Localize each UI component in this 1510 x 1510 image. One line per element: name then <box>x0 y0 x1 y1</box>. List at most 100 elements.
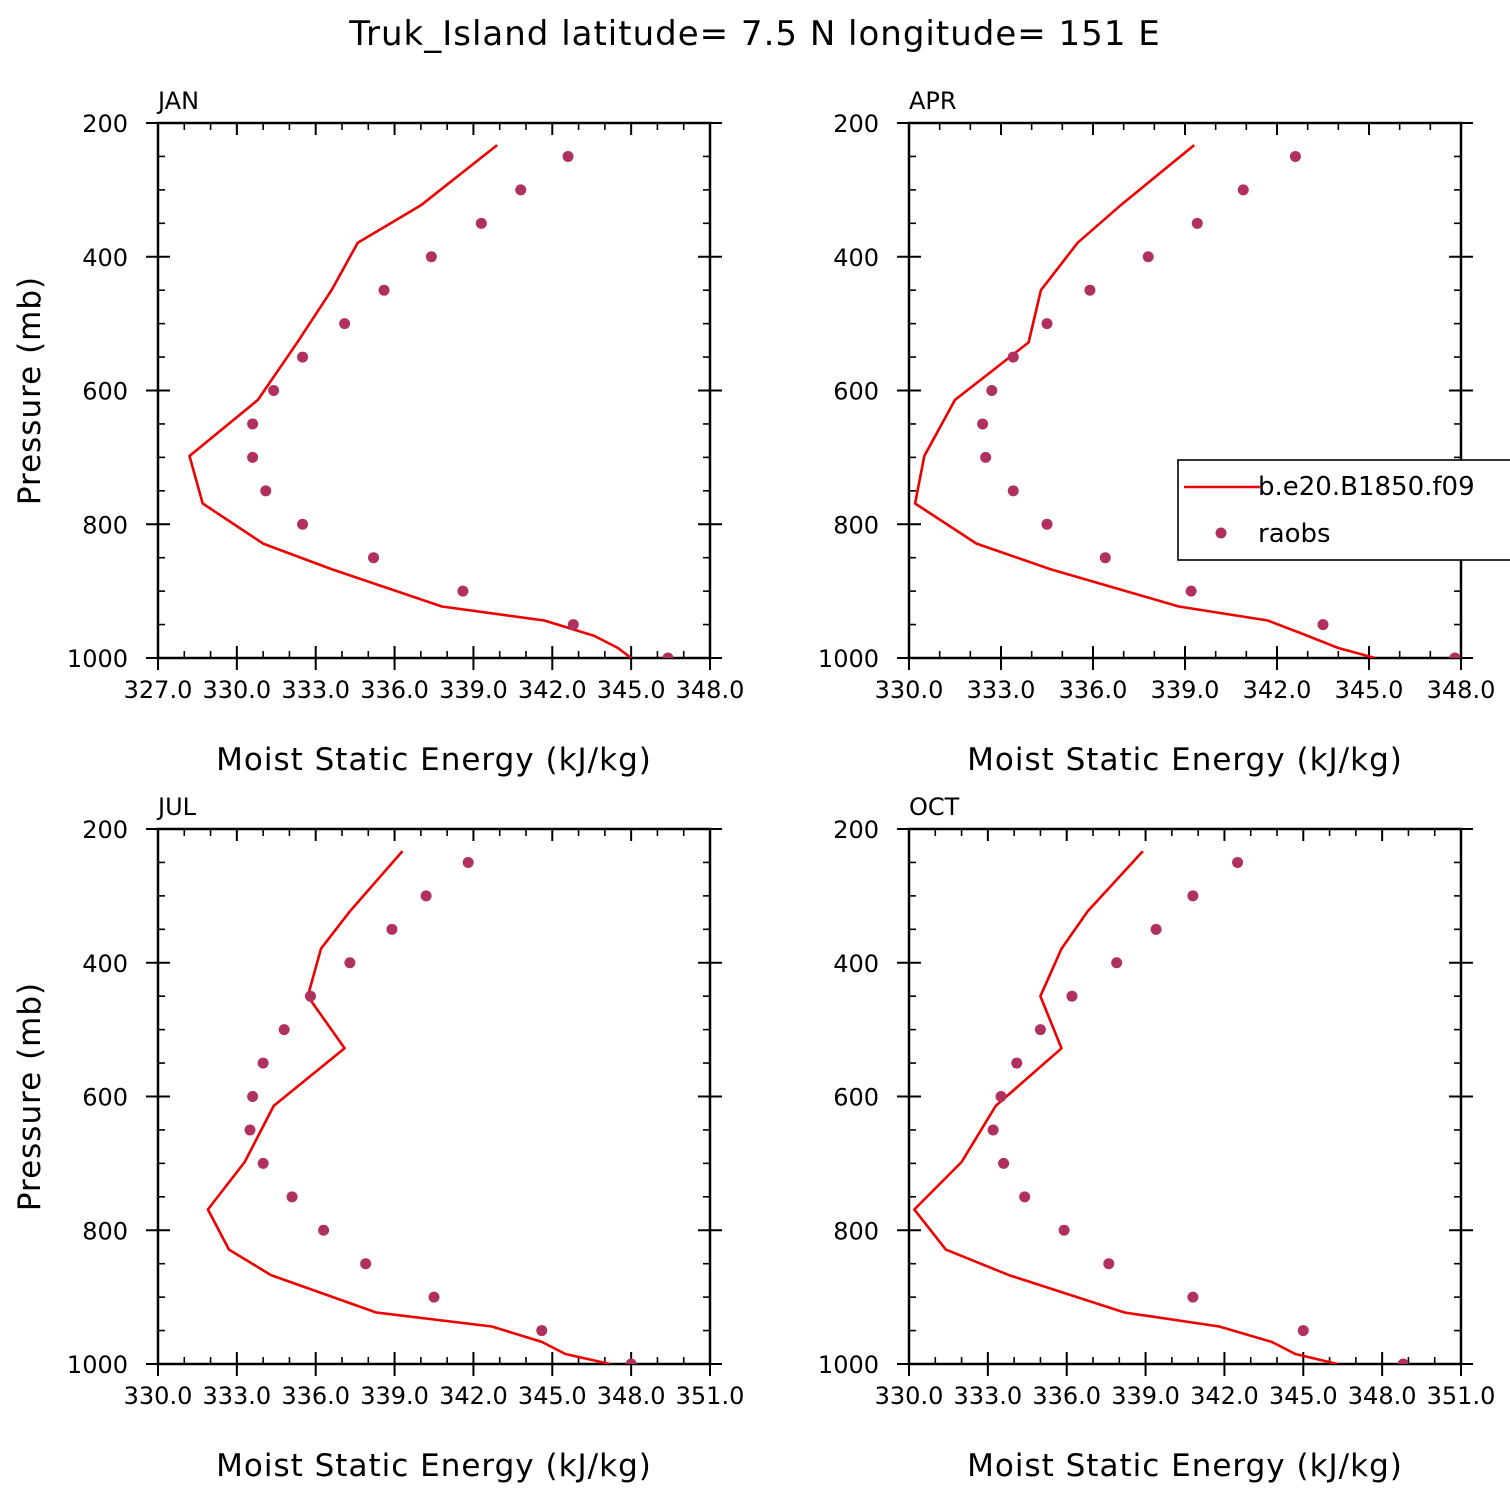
raobs-point <box>1397 1358 1409 1364</box>
raobs-point <box>1187 890 1199 902</box>
raobs-point <box>977 418 989 430</box>
raobs-point <box>1041 518 1053 530</box>
plot-frame <box>156 121 712 660</box>
plot-frame <box>907 827 1463 1366</box>
x-tick-label: 348.0 <box>1427 676 1496 704</box>
raobs-point <box>1187 1291 1199 1303</box>
plot-area <box>912 850 1409 1364</box>
model-profile-line <box>206 850 611 1364</box>
raobs-point <box>368 552 380 564</box>
y-axis-title: Pressure (mb) <box>12 982 48 1211</box>
x-tick-label: 339.0 <box>1151 676 1220 704</box>
raobs-point <box>425 251 437 263</box>
x-tick-label: 330.0 <box>875 1382 944 1410</box>
x-tick-label: 336.0 <box>360 676 429 704</box>
plot-area <box>913 144 1461 658</box>
raobs-point <box>1007 351 1019 363</box>
x-tick-label: 333.0 <box>967 676 1036 704</box>
x-tick-label: 336.0 <box>281 1382 350 1410</box>
y-tick-label: 400 <box>833 244 879 272</box>
x-tick-label: 336.0 <box>1032 1382 1101 1410</box>
y-tick-label: 1000 <box>818 645 879 673</box>
raobs-point <box>987 1124 999 1136</box>
raobs-point <box>995 1091 1007 1102</box>
raobs-point <box>986 385 998 396</box>
x-tick-label: 348.0 <box>597 1382 666 1410</box>
y-tick-label: 400 <box>82 244 128 272</box>
raobs-point <box>980 451 992 463</box>
raobs-point <box>297 518 309 530</box>
raobs-point <box>1317 619 1329 631</box>
x-axis-title: Moist Static Energy (kJ/kg) <box>216 1448 652 1484</box>
raobs-point <box>1150 923 1162 935</box>
x-tick-label: 330.0 <box>875 676 944 704</box>
raobs-point <box>339 318 351 330</box>
y-tick-label: 600 <box>833 378 879 406</box>
raobs-point <box>1185 585 1197 597</box>
y-tick-label: 600 <box>82 378 128 406</box>
x-tick-label: 339.0 <box>1111 1382 1180 1410</box>
legend-box <box>1177 459 1510 561</box>
raobs-point <box>378 284 390 296</box>
raobs-point <box>1041 318 1053 330</box>
y-tick-label: 800 <box>82 511 128 539</box>
raobs-point <box>286 1191 298 1203</box>
x-tick-label: 339.0 <box>439 676 508 704</box>
y-tick-label: 400 <box>833 950 879 978</box>
raobs-point <box>247 451 259 463</box>
y-tick-label: 600 <box>82 1084 128 1112</box>
raobs-point <box>1111 957 1123 969</box>
raobs-point <box>318 1224 330 1236</box>
x-tick-label: 327.0 <box>124 676 193 704</box>
x-tick-label: 342.0 <box>518 676 587 704</box>
raobs-point <box>462 856 474 868</box>
y-tick-label: 200 <box>82 816 128 844</box>
raobs-point <box>625 1358 637 1364</box>
raobs-point <box>1142 251 1154 263</box>
raobs-point <box>360 1258 372 1270</box>
y-tick-label: 600 <box>833 1084 879 1112</box>
raobs-point <box>457 585 469 597</box>
raobs-point <box>662 652 674 658</box>
y-tick-label: 800 <box>833 1217 879 1245</box>
panel-apr: APR 330.0 333.0 336.0 339.0 342.0 345.0 348.0 20… <box>818 87 1495 778</box>
x-tick-label: 330.0 <box>124 1382 193 1410</box>
raobs-point <box>536 1325 548 1337</box>
x-tick-label: 345.0 <box>1269 1382 1338 1410</box>
raobs-point <box>1084 284 1096 296</box>
legend: b.e20.B1850.f09 raobs <box>1177 459 1510 561</box>
panel-oct: OCT 330.0 333.0 336.0 339.0 342.0 345.0 348.0 35… <box>818 793 1495 1484</box>
x-tick-label: 333.0 <box>281 676 350 704</box>
raobs-point <box>268 385 280 396</box>
raobs-point <box>1058 1224 1070 1236</box>
y-axis-title: Pressure (mb) <box>12 276 48 505</box>
y-tick-label: 1000 <box>67 1351 128 1379</box>
panel-jan: JAN 327.0 330.0 333.0 336.0 339.0 342.0 345.0 34… <box>12 87 744 778</box>
raobs-point <box>1237 184 1249 196</box>
raobs-point <box>420 890 432 902</box>
raobs-point <box>260 485 272 497</box>
y-tick-label: 1000 <box>67 645 128 673</box>
panel-label: JUL <box>156 793 197 821</box>
x-tick-label: 348.0 <box>676 676 745 704</box>
raobs-point <box>244 1124 256 1136</box>
x-tick-label: 333.0 <box>202 1382 271 1410</box>
raobs-point <box>567 619 579 631</box>
y-tick-label: 800 <box>833 511 879 539</box>
x-tick-label: 345.0 <box>518 1382 587 1410</box>
raobs-point <box>386 923 398 935</box>
raobs-point <box>998 1157 1010 1169</box>
x-tick-label: 342.0 <box>1190 1382 1259 1410</box>
model-profile-line <box>913 144 1376 658</box>
panel-jul: JUL 330.0 333.0 336.0 339.0 342.0 345.0 348.0 35… <box>12 793 744 1484</box>
raobs-point <box>475 217 487 229</box>
x-tick-label: 351.0 <box>676 1382 745 1410</box>
raobs-point <box>1099 552 1111 564</box>
raobs-point <box>304 990 316 1002</box>
x-tick-label: 348.0 <box>1348 1382 1417 1410</box>
raobs-point <box>1103 1258 1115 1270</box>
plot-area <box>188 144 674 658</box>
y-tick-label: 200 <box>833 816 879 844</box>
x-tick-label: 333.0 <box>953 1382 1022 1410</box>
